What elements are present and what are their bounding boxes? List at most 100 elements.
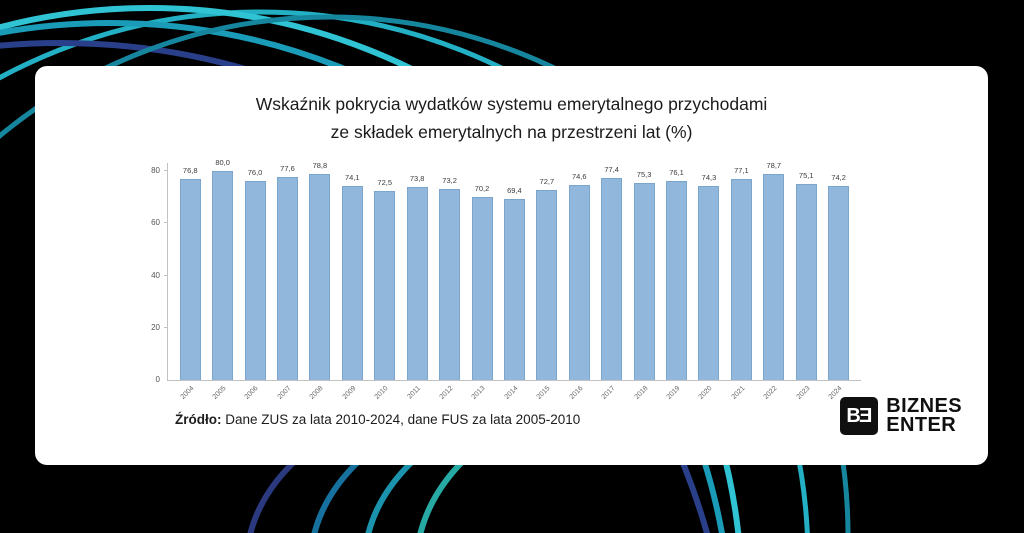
x-axis-label: 2017 [600,385,617,401]
chart-title: Wskaźnik pokrycia wydatków systemu emery… [35,90,988,146]
bar-2006 [244,181,266,380]
bar-value-label: 77,1 [734,165,749,175]
bar-2014 [503,198,525,380]
x-axis-label: 2008 [308,385,325,401]
decorative-arc [0,5,742,533]
x-axis-label: 2010 [373,385,390,401]
chart-title-line2: ze składek emerytalnych na przestrzeni l… [330,122,693,142]
bar-2009 [341,186,363,380]
x-axis-label: 2016 [568,385,585,401]
bar-2020 [698,185,720,380]
x-axis-label: 2019 [665,385,682,401]
y-axis-tick-mark [164,170,168,171]
y-axis-tick-label: 60 [151,218,160,228]
bar-slot-2011: 73,8 2011 [401,163,433,401]
source-note: Źródło: Dane ZUS za lata 2010-2024, dane… [175,412,580,427]
bar-value-label: 76,8 [182,166,198,176]
bar-slot-2017: 77,4 2017 [595,163,627,401]
bar-value-label: 77,6 [280,164,295,174]
bar-slot-2024: 74,2 2024 [822,163,854,401]
bar-slot-2020: 74,3 2020 [693,163,725,401]
bar-2004 [179,179,201,380]
x-axis-label: 2007 [276,385,293,401]
bar-2024 [828,186,850,380]
bar-2017 [601,177,623,380]
logo-letter-b: B [846,405,861,427]
bar-2018 [633,183,655,380]
bar-slot-2021: 77,1 2021 [725,163,757,401]
bar-2007 [276,177,298,380]
bar-value-label: 75,1 [798,170,814,180]
bar-value-label: 77,4 [604,164,619,174]
bar-value-label: 80,0 [215,158,230,167]
bar-2005 [212,171,234,380]
bar-value-label: 78,7 [766,161,782,171]
bar-value-label: 76,0 [247,168,263,178]
decorative-arc [365,457,417,533]
chart-card: Wskaźnik pokrycia wydatków systemu emery… [35,66,988,465]
bar-2021 [730,178,752,380]
bar-slot-2018: 75,3 2018 [628,163,660,401]
bar-2019 [666,181,688,380]
decorative-arc [0,20,725,533]
x-axis-label: 2004 [179,385,196,401]
logo-letter-e-reversed: E [858,405,873,427]
decorative-arc [0,9,810,533]
bar-slot-2008: 78,8 2008 [304,161,336,401]
bar-value-label: 74,1 [345,173,360,183]
y-axis-tick-label: 20 [151,322,160,332]
bar-2023 [795,183,817,380]
y-axis-tick-label: 40 [151,270,160,280]
source-label: Źródło: [175,412,222,427]
bar-value-label: 73,8 [409,174,425,184]
x-axis-label: 2012 [438,385,455,401]
bar-slot-2012: 73,2 2012 [433,163,465,401]
bar-value-label: 74,2 [831,173,846,183]
decorative-arc [0,40,710,533]
biznes-enter-logo-text: BIZNES ENTER [886,396,962,436]
logo-text-line2: ENTER [886,414,957,436]
y-axis-tick-mark [164,274,168,276]
bar-chart-plot-area: 76,8 2004 80,0 2005 76,0 2006 77,6 2007 78,8 2008… [151,158,861,401]
x-axis-label: 2011 [406,385,423,401]
bar-2013 [471,196,493,380]
bar-2008 [309,174,331,380]
x-axis-label: 2015 [535,385,552,401]
bar-slot-2023: 75,1 2023 [790,163,822,401]
bar-2016 [568,185,590,380]
bars-layer: 76,8 2004 80,0 2005 76,0 2006 77,6 2007 78,8 2008… [168,158,861,401]
x-axis-label: 2014 [503,385,520,401]
x-axis-label: 2013 [471,385,487,401]
x-axis-label: 2018 [633,385,650,401]
bar-slot-2009: 74,1 2009 [336,163,368,401]
decorative-arc [311,457,363,533]
y-axis-tick-label: 80 [151,166,160,175]
bar-slot-2022: 78,7 2022 [758,161,790,401]
x-axis-label: 2023 [795,385,812,401]
bar-2022 [763,174,785,380]
chart-title-line1: Wskaźnik pokrycia wydatków systemu emery… [255,94,768,114]
bar-value-label: 70,2 [474,183,490,193]
bar-slot-2019: 76,1 2019 [660,163,692,401]
bar-value-label: 78,8 [312,161,328,171]
bar-value-label: 72,5 [377,177,393,187]
bar-value-label: 69,4 [507,185,522,195]
x-axis-label: 2009 [341,385,358,401]
bar-value-label: 72,7 [539,177,555,187]
bar-2015 [536,190,558,380]
bar-slot-2007: 77,6 2007 [271,163,303,401]
bar-2011 [406,187,428,380]
bar-value-label: 74,3 [701,172,717,182]
bar-2012 [439,188,461,380]
bar-value-label: 74,6 [571,172,587,182]
x-axis-label: 2022 [762,385,779,401]
bar-slot-2014: 69,4 2014 [498,163,530,401]
y-axis-tick-mark [164,326,168,328]
bar-value-label: 76,1 [669,168,684,178]
bar-slot-2010: 72,5 2010 [369,163,401,401]
bar-slot-2004: 76,8 2004 [174,163,206,401]
bar-slot-2005: 80,0 2005 [206,158,238,401]
